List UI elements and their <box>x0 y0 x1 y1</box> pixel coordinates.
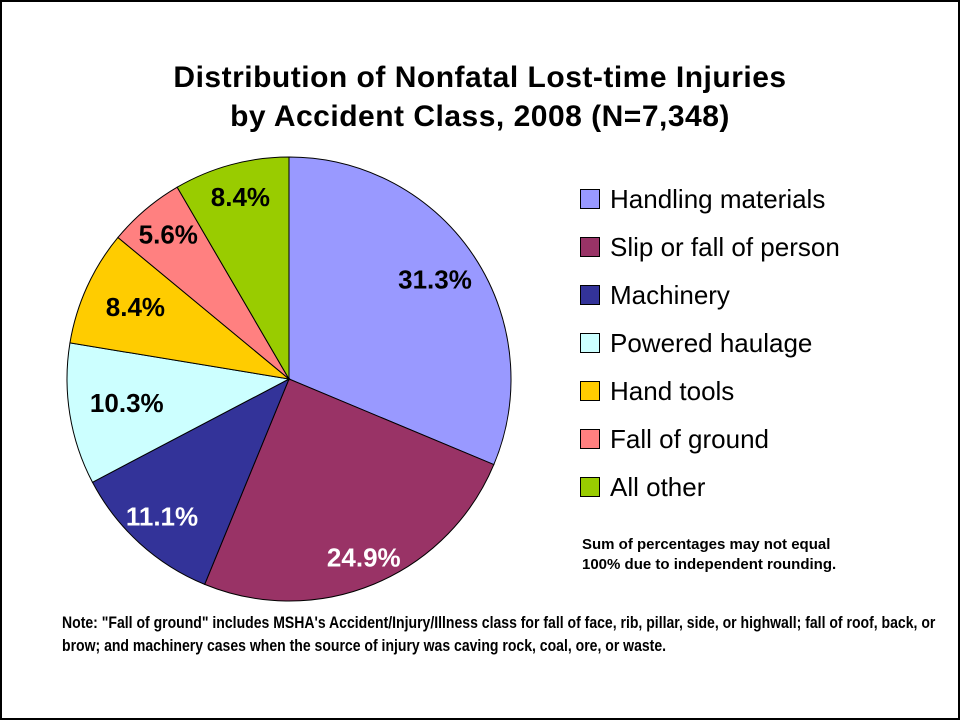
legend-label: Fall of ground <box>610 423 769 454</box>
legend-label: Handling materials <box>610 183 826 214</box>
legend-item-handling-materials: Handling materials <box>580 175 840 223</box>
legend-item-powered-haulage: Powered haulage <box>580 319 840 367</box>
legend-label: All other <box>610 471 706 502</box>
chart-title-line1: Distribution of Nonfatal Lost-time Injur… <box>173 61 787 94</box>
pie-percent-label-hand-tools: 8.4% <box>106 292 165 322</box>
legend-swatch-icon <box>580 429 600 449</box>
pie-slice-handling-materials <box>288 156 512 466</box>
legend-swatch-icon <box>580 189 600 209</box>
chart-title-line2: by Accident Class, 2008 (N=7,348) <box>230 100 730 133</box>
pie-percent-label-slip-or-fall-of-person: 24.9% <box>327 542 401 572</box>
pie-chart: 31.3% 24.9% 11.1% 10.3% 8.4% 5.6% 8.4% <box>66 156 512 602</box>
legend-item-all-other: All other <box>580 463 840 511</box>
legend-item-machinery: Machinery <box>580 271 840 319</box>
pie-percent-label-machinery: 11.1% <box>126 501 198 531</box>
chart-title: Distribution of Nonfatal Lost-time Injur… <box>2 58 958 136</box>
pie-percent-label-fall-of-ground: 5.6% <box>139 220 198 250</box>
legend-label: Machinery <box>610 279 730 310</box>
pie-percent-label-handling-materials: 31.3% <box>398 265 472 295</box>
footnote: Note: "Fall of ground" includes MSHA's A… <box>62 614 936 656</box>
legend-label: Slip or fall of person <box>610 231 840 262</box>
rounding-note: Sum of percentages may not equal 100% du… <box>582 536 837 574</box>
pie-slice-machinery <box>91 377 290 586</box>
legend-item-hand-tools: Hand tools <box>580 367 840 415</box>
legend-swatch-icon <box>580 237 600 257</box>
chart-legend: Handling materials Slip or fall of person… <box>580 175 840 511</box>
pie-slice-all-other <box>176 156 290 381</box>
pie-slice-powered-haulage <box>66 342 291 483</box>
pie-slice-hand-tools <box>69 236 291 380</box>
pie-slice-slip-or-fall-of-person <box>204 378 495 602</box>
legend-item-slip-or-fall-of-person: Slip or fall of person <box>580 223 840 271</box>
legend-swatch-icon <box>580 477 600 497</box>
legend-swatch-icon <box>580 285 600 305</box>
legend-label: Hand tools <box>610 375 735 406</box>
pie-chart-area: 31.3% 24.9% 11.1% 10.3% 8.4% 5.6% 8.4% <box>59 149 519 609</box>
legend-swatch-icon <box>580 333 600 353</box>
legend-swatch-icon <box>580 381 600 401</box>
pie-percent-label-all-other: 8.4% <box>211 182 270 212</box>
pie-percent-label-powered-haulage: 10.3% <box>90 388 164 418</box>
legend-label: Powered haulage <box>610 327 813 358</box>
legend-item-fall-of-ground: Fall of ground <box>580 415 840 463</box>
